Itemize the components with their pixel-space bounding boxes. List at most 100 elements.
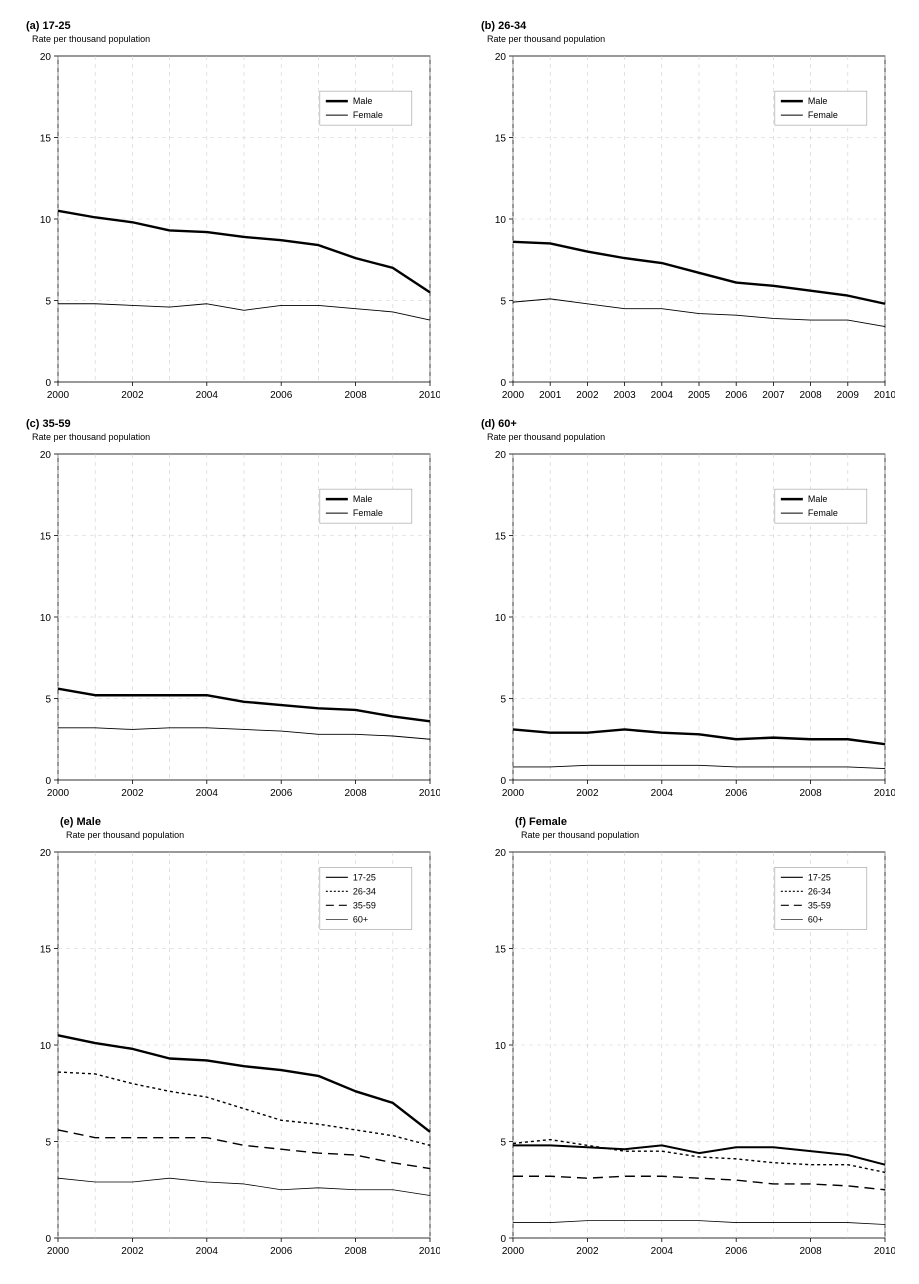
chart-grid: (a) 17-25 Rate per thousand population 0… <box>20 20 900 1264</box>
panel-e-svg: 0510152020002002200420062008201017-2526-… <box>20 844 440 1264</box>
svg-text:2006: 2006 <box>270 1246 293 1257</box>
panel-a-svg: 05101520200020022004200620082010MaleFema… <box>20 48 440 408</box>
svg-text:2000: 2000 <box>502 788 525 799</box>
svg-text:5: 5 <box>45 1138 51 1149</box>
panel-d-subtitle: Rate per thousand population <box>487 432 900 442</box>
svg-text:0: 0 <box>500 776 506 787</box>
panel-a: (a) 17-25 Rate per thousand population 0… <box>20 20 445 408</box>
svg-text:2006: 2006 <box>270 390 293 401</box>
svg-text:Female: Female <box>353 508 383 518</box>
svg-text:0: 0 <box>45 378 51 389</box>
svg-text:Male: Male <box>353 96 373 106</box>
svg-text:2008: 2008 <box>799 788 822 799</box>
svg-text:10: 10 <box>495 613 507 624</box>
svg-text:20: 20 <box>40 848 52 859</box>
svg-text:2000: 2000 <box>47 1246 70 1257</box>
svg-text:2008: 2008 <box>799 390 822 401</box>
svg-text:2010: 2010 <box>874 1246 895 1257</box>
svg-text:2006: 2006 <box>725 788 748 799</box>
svg-text:2004: 2004 <box>651 1246 674 1257</box>
svg-text:5: 5 <box>45 695 51 706</box>
svg-text:60+: 60+ <box>353 914 368 924</box>
svg-text:2000: 2000 <box>47 788 70 799</box>
svg-text:Female: Female <box>808 110 838 120</box>
svg-text:20: 20 <box>495 848 507 859</box>
svg-text:26-34: 26-34 <box>353 886 376 896</box>
svg-text:2010: 2010 <box>419 390 440 401</box>
panel-d-title: (d) 60+ <box>481 418 900 430</box>
svg-text:2008: 2008 <box>799 1246 822 1257</box>
panel-c-subtitle: Rate per thousand population <box>32 432 445 442</box>
panel-a-title: (a) 17-25 <box>26 20 445 32</box>
svg-text:15: 15 <box>40 945 52 956</box>
svg-text:15: 15 <box>495 532 507 543</box>
svg-text:2002: 2002 <box>576 390 599 401</box>
svg-text:2006: 2006 <box>270 788 293 799</box>
panel-f-svg: 0510152020002002200420062008201017-2526-… <box>475 844 895 1264</box>
svg-text:5: 5 <box>500 1138 506 1149</box>
panel-b-subtitle: Rate per thousand population <box>487 34 900 44</box>
svg-text:0: 0 <box>45 1234 51 1245</box>
svg-text:2002: 2002 <box>121 1246 144 1257</box>
panel-e: (e) Male Rate per thousand population 0 5… <box>20 816 445 1264</box>
svg-text:2004: 2004 <box>196 390 219 401</box>
svg-text:Female: Female <box>808 508 838 518</box>
svg-text:2000: 2000 <box>502 390 525 401</box>
svg-text:2002: 2002 <box>121 788 144 799</box>
svg-text:Female: Female <box>353 110 383 120</box>
panel-f-subtitle: Rate per thousand population <box>521 830 900 840</box>
svg-text:5: 5 <box>500 297 506 308</box>
svg-text:10: 10 <box>40 215 52 226</box>
svg-text:2008: 2008 <box>344 788 367 799</box>
svg-text:15: 15 <box>40 532 52 543</box>
svg-text:2005: 2005 <box>688 390 711 401</box>
panel-b-svg: 0510152020002001200220032004200520062007… <box>475 48 895 408</box>
svg-text:2010: 2010 <box>874 788 895 799</box>
panel-e-subtitle: Rate per thousand population <box>66 830 445 840</box>
svg-text:Male: Male <box>353 494 373 504</box>
svg-text:2006: 2006 <box>725 1246 748 1257</box>
svg-text:10: 10 <box>495 1041 507 1052</box>
panel-f: (f) Female Rate per thousand population … <box>475 816 900 1264</box>
panel-c-title: (c) 35-59 <box>26 418 445 430</box>
svg-text:Male: Male <box>808 494 828 504</box>
panel-e-title: (e) Male <box>60 816 445 828</box>
svg-text:0: 0 <box>500 378 506 389</box>
svg-text:2010: 2010 <box>874 390 895 401</box>
panel-d: (d) 60+ Rate per thousand population 0 5 1… <box>475 418 900 806</box>
panel-f-title: (f) Female <box>515 816 900 828</box>
svg-text:15: 15 <box>495 134 507 145</box>
panel-a-subtitle: Rate per thousand population <box>32 34 445 44</box>
svg-text:20: 20 <box>495 52 507 63</box>
svg-text:2001: 2001 <box>539 390 562 401</box>
svg-text:2002: 2002 <box>576 788 599 799</box>
svg-text:2010: 2010 <box>419 788 440 799</box>
panel-b: (b) 26-34 Rate per thousand population 0… <box>475 20 900 408</box>
svg-text:10: 10 <box>40 1041 52 1052</box>
svg-text:2006: 2006 <box>725 390 748 401</box>
svg-text:17-25: 17-25 <box>353 872 376 882</box>
svg-text:20: 20 <box>40 450 52 461</box>
svg-text:60+: 60+ <box>808 914 823 924</box>
svg-text:5: 5 <box>45 297 51 308</box>
svg-text:15: 15 <box>40 134 52 145</box>
panel-c-svg: 0 5 10 15 20 2000 2002 2004 2006 2008 2010 Male Fema… <box>20 446 440 806</box>
svg-text:2002: 2002 <box>121 390 144 401</box>
svg-text:2004: 2004 <box>651 788 674 799</box>
svg-text:2008: 2008 <box>344 1246 367 1257</box>
panel-b-title: (b) 26-34 <box>481 20 900 32</box>
svg-text:2010: 2010 <box>419 1246 440 1257</box>
svg-text:2004: 2004 <box>196 788 219 799</box>
svg-text:17-25: 17-25 <box>808 872 831 882</box>
svg-text:10: 10 <box>495 215 507 226</box>
svg-text:10: 10 <box>40 613 52 624</box>
svg-text:2000: 2000 <box>47 390 70 401</box>
svg-text:0: 0 <box>45 776 51 787</box>
svg-text:35-59: 35-59 <box>808 900 831 910</box>
svg-text:2000: 2000 <box>502 1246 525 1257</box>
svg-text:5: 5 <box>500 695 506 706</box>
svg-text:2009: 2009 <box>837 390 860 401</box>
svg-text:26-34: 26-34 <box>808 886 831 896</box>
svg-text:2004: 2004 <box>651 390 674 401</box>
svg-text:2002: 2002 <box>576 1246 599 1257</box>
